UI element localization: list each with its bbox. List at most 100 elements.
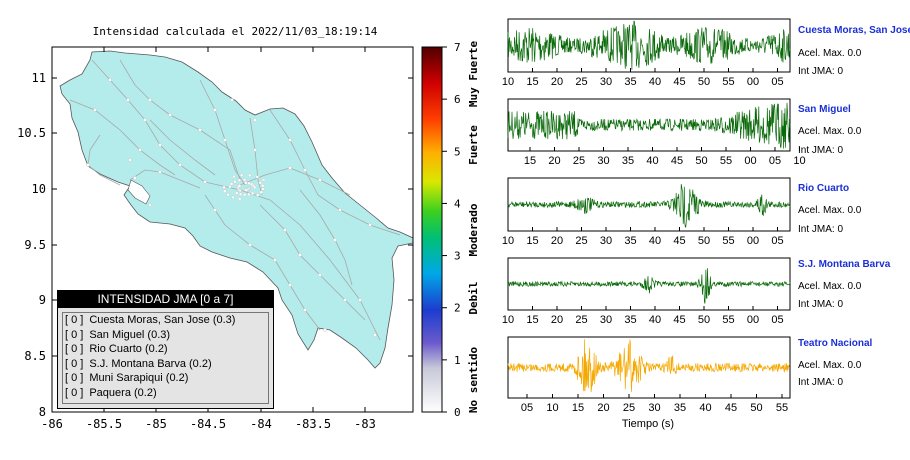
town-marker — [233, 180, 237, 184]
town-marker — [231, 195, 235, 200]
intensity-row: [ 0 ] San Miguel (0.3) — [65, 328, 171, 341]
lat-tick-label: 9 — [39, 293, 46, 307]
town-marker — [248, 243, 252, 247]
trace-4-int: Int JMA: 0 — [798, 299, 844, 310]
town-marker — [222, 185, 226, 190]
town-marker — [238, 192, 243, 197]
trace-tick-label: 15 — [526, 76, 538, 88]
town-marker — [303, 168, 307, 172]
town-marker — [230, 98, 234, 102]
trace-tick-label: 10 — [502, 314, 514, 326]
town-marker — [143, 118, 147, 122]
trace-tick-label: 45 — [673, 235, 685, 247]
trace-tick-label: 35 — [624, 235, 636, 247]
town-marker — [255, 175, 259, 179]
town-marker — [318, 178, 322, 182]
trace-tick-label: 25 — [575, 235, 587, 247]
trace-2-acel: Acel. Max. 0.0 — [798, 126, 862, 137]
scale-tick-label: 0 — [454, 406, 461, 419]
scale-tick-label: 5 — [454, 145, 461, 158]
intensity-panel-header: INTENSIDAD JMA [0 a 7] — [58, 291, 273, 308]
scale-tick-label: 2 — [454, 302, 461, 315]
intensity-panel: INTENSIDAD JMA [0 a 7] [ 0 ] Cuesta Moras… — [57, 290, 274, 409]
trace-tick-label: 55 — [720, 155, 732, 167]
trace-tick-label: 25 — [575, 314, 587, 326]
trace-tick-label: 35 — [624, 76, 636, 88]
trace-panel-5: 05 10 15 20 25 30 35 40 45 50 55 — [507, 336, 791, 414]
town-marker — [261, 178, 266, 182]
trace-tick-label: 45 — [725, 402, 737, 414]
scale-tick-label: 6 — [454, 93, 461, 106]
trace-tick-label: 50 — [750, 402, 762, 414]
town-marker — [261, 187, 265, 191]
lat-tick-label: 8.5 — [24, 349, 46, 363]
trace-1-name: Cuesta Moras, San Jose — [798, 25, 910, 36]
town-marker — [242, 192, 247, 197]
town-marker — [273, 258, 277, 262]
trace-3-acel: Acel. Max. 0.0 — [798, 205, 862, 216]
town-marker — [237, 197, 242, 201]
trace-tick-label: 15 — [572, 402, 584, 414]
trace-tick-label: 15 — [526, 314, 538, 326]
town-markers — [86, 78, 377, 337]
map-axes: -86 -85.5 -85 -84.5 -84 -83.5 -83 11 10.5 10 9.5 9 8… — [17, 47, 413, 431]
color-scale-bar — [421, 46, 443, 413]
waveform-line — [507, 102, 791, 149]
town-marker — [108, 78, 112, 82]
gulf-of-nicoya — [127, 179, 151, 205]
trace-5-acel: Acel. Max. 0.0 — [798, 360, 862, 371]
map-title: Intensidad calculada el 2022/11/03_18:19… — [92, 25, 378, 38]
scale-word: Moderado — [467, 203, 480, 256]
trace-tick-label: 05 — [771, 235, 783, 247]
trace-tick-label: 20 — [548, 155, 560, 167]
trace-tick-label: 05 — [771, 76, 783, 88]
town-marker — [338, 208, 342, 212]
trace-tick-label: 40 — [699, 402, 711, 414]
town-marker — [244, 188, 248, 192]
trace-tick-label: 00 — [747, 76, 759, 88]
trace-tick-label: 55 — [722, 314, 734, 326]
trace-tick-label: 20 — [551, 76, 563, 88]
town-marker — [358, 298, 362, 302]
lon-tick-label: -84.5 — [190, 417, 226, 431]
town-marker — [86, 163, 90, 167]
town-marker — [133, 176, 137, 180]
town-marker — [203, 180, 207, 184]
waveform-line — [507, 20, 791, 70]
trace-tick-label: 25 — [573, 155, 585, 167]
waveform-line — [507, 339, 791, 393]
trace-2-name: San Miguel — [798, 104, 851, 115]
trace-5-name: Teatro Nacional — [798, 338, 873, 349]
town-marker — [213, 108, 217, 112]
seismogram-traces: 10 15 20 25 30 35 40 45 50 55 00 05 15 20 25 30 35 40 45 50… — [502, 18, 806, 414]
town-marker — [259, 190, 263, 195]
road — [204, 194, 321, 331]
town-marker — [298, 253, 302, 257]
town-marker — [244, 181, 248, 185]
lat-tick-label: 10.5 — [17, 126, 46, 140]
trace-tick-label: 45 — [673, 314, 685, 326]
lat-tick-label: 9.5 — [24, 238, 46, 252]
trace-tick-label: 50 — [695, 155, 707, 167]
town-marker — [237, 178, 242, 183]
intensity-color-scale: 0 1 2 3 4 5 6 7 No sentido Debil Moderado Fuerte Mu… — [421, 41, 480, 419]
scale-word: Fuerte — [467, 125, 480, 165]
trace-tick-label: 40 — [649, 76, 661, 88]
town-marker — [148, 98, 152, 102]
town-marker — [288, 283, 292, 287]
town-marker — [229, 182, 234, 186]
town-marker — [368, 223, 372, 227]
scale-word: No sentido — [467, 347, 480, 414]
trace-tick-label: 00 — [744, 155, 756, 167]
lon-tick-label: -84 — [250, 417, 272, 431]
trace-tick-label: 30 — [648, 402, 660, 414]
trace-panel-2: 15 20 25 30 35 40 45 50 55 00 05 10 — [507, 98, 806, 167]
town-marker — [158, 143, 162, 147]
trace-panel-4: 10 15 20 25 30 35 40 45 50 55 00 05 — [502, 257, 791, 326]
trace-tick-label: 55 — [776, 402, 788, 414]
town-marker — [250, 191, 255, 196]
town-marker — [158, 170, 162, 174]
trace-4-name: S.J. Montana Barva — [798, 259, 891, 270]
trace-tick-label: 40 — [646, 155, 658, 167]
trace-2-int: Int JMA: 0 — [798, 145, 844, 156]
